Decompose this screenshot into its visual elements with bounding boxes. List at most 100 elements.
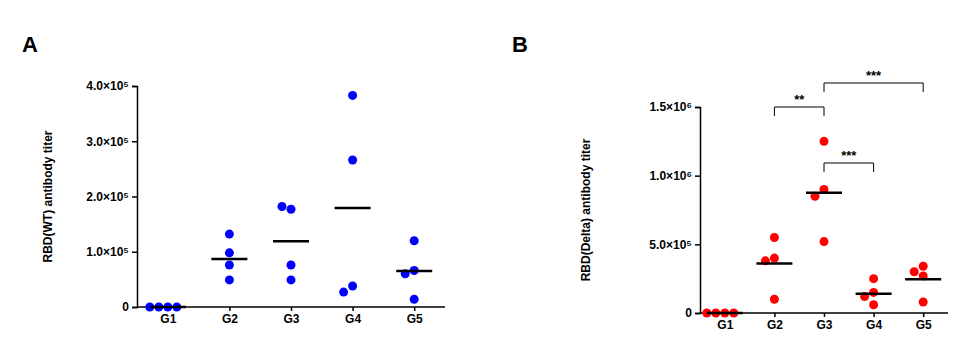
- significance-label: ***: [841, 148, 857, 163]
- panel-label: A: [22, 32, 38, 57]
- point: [919, 298, 928, 307]
- point: [820, 237, 829, 246]
- significance-label: ***: [866, 68, 882, 83]
- significance-bracket: [774, 107, 824, 116]
- tick-mark: [695, 244, 700, 246]
- tick-label: G5: [916, 318, 932, 332]
- tick-label: 0: [122, 300, 129, 314]
- tick: 0: [685, 306, 700, 320]
- y-axis: 0 5.0×10⁵ 1.0×10⁶ 1.5×10⁶: [649, 100, 700, 320]
- point: [225, 248, 234, 257]
- point: [339, 288, 348, 297]
- panel: A RBD(WT) antibody titer 0 1.0×10⁵ 2.0×10⁵ 3.…: [22, 32, 445, 326]
- tick: 1.0×10⁵: [86, 245, 137, 259]
- y-axis-title: RBD(WT) antibody titer: [41, 130, 55, 262]
- tick-mark: [132, 141, 137, 143]
- point: [770, 295, 779, 304]
- point: [919, 262, 928, 271]
- point: [770, 233, 779, 242]
- tick-mark: [132, 307, 137, 309]
- point: [348, 156, 357, 165]
- tick: G5: [407, 307, 423, 326]
- tick-mark: [132, 252, 137, 254]
- point: [225, 275, 234, 284]
- point: [225, 230, 234, 239]
- point: [869, 288, 878, 297]
- tick-mark: [352, 307, 354, 311]
- tick-mark: [291, 307, 293, 311]
- tick-label: 0: [685, 306, 692, 320]
- mean-line: [335, 207, 371, 210]
- point: [287, 205, 296, 214]
- tick-mark: [923, 313, 925, 317]
- tick-mark: [132, 86, 137, 88]
- mean-line: [150, 306, 186, 309]
- point: [869, 274, 878, 283]
- x-axis: G1 G2 G3 G4 G5: [137, 307, 445, 326]
- tick-mark: [132, 196, 137, 198]
- tick-label: 1.0×10⁶: [649, 169, 692, 183]
- point: [287, 275, 296, 284]
- point: [348, 282, 357, 291]
- y-axis-title: RBD(Delta) antibody titer: [579, 138, 593, 281]
- mean-line: [273, 240, 309, 243]
- tick-label: G4: [345, 312, 361, 326]
- mean-line: [806, 192, 842, 195]
- point: [869, 300, 878, 309]
- panel-label: B: [512, 32, 528, 57]
- point: [278, 202, 287, 211]
- tick: G2: [222, 307, 238, 326]
- axis-line: [695, 108, 701, 314]
- axis-line: [132, 87, 138, 308]
- tick: G3: [816, 313, 832, 332]
- mean-line: [905, 278, 941, 281]
- tick-mark: [824, 313, 826, 317]
- point: [770, 254, 779, 263]
- tick-mark: [414, 307, 416, 311]
- tick-label: G4: [866, 318, 882, 332]
- tick: 0: [122, 300, 137, 314]
- tick: 3.0×10⁵: [86, 135, 137, 149]
- tick-mark: [695, 175, 700, 177]
- tick-mark: [695, 313, 700, 315]
- tick: G4: [866, 313, 882, 332]
- tick: 4.0×10⁵: [86, 79, 137, 93]
- mean-line: [707, 312, 743, 315]
- point: [410, 236, 419, 245]
- tick: G2: [767, 313, 783, 332]
- tick-mark: [229, 307, 231, 311]
- point: [225, 261, 234, 270]
- significance-label: **: [794, 92, 805, 107]
- tick-label: G1: [160, 312, 176, 326]
- tick-label: 2.0×10⁵: [86, 190, 129, 204]
- tick-label: 3.0×10⁵: [86, 135, 129, 149]
- tick-label: G2: [767, 318, 783, 332]
- y-axis: 0 1.0×10⁵ 2.0×10⁵ 3.0×10⁵ 4.0×10⁵: [86, 79, 137, 314]
- figure: A RBD(WT) antibody titer 0 1.0×10⁵ 2.0×10⁵ 3.…: [0, 0, 979, 358]
- mean-line: [396, 270, 432, 273]
- tick-label: 1.0×10⁵: [86, 245, 129, 259]
- tick: 1.5×10⁶: [649, 100, 700, 114]
- tick: G5: [916, 313, 932, 332]
- point: [910, 267, 919, 276]
- tick-mark: [774, 313, 776, 317]
- plot-area: [702, 137, 941, 318]
- tick-label: G2: [222, 312, 238, 326]
- point: [348, 91, 357, 100]
- tick-label: 4.0×10⁵: [86, 79, 129, 93]
- tick-label: G1: [717, 318, 733, 332]
- plot-area: [145, 91, 432, 312]
- tick: 2.0×10⁵: [86, 190, 137, 204]
- tick-label: G3: [283, 312, 299, 326]
- significance-bracket: [824, 163, 874, 172]
- mean-line: [211, 258, 247, 261]
- significance-bracket: [824, 83, 923, 92]
- point: [287, 261, 296, 270]
- tick-label: 5.0×10⁵: [649, 238, 692, 252]
- tick-mark: [873, 313, 875, 317]
- tick: G4: [345, 307, 361, 326]
- tick: 5.0×10⁵: [649, 238, 700, 252]
- point: [410, 295, 419, 304]
- point: [820, 137, 829, 146]
- tick: G3: [283, 307, 299, 326]
